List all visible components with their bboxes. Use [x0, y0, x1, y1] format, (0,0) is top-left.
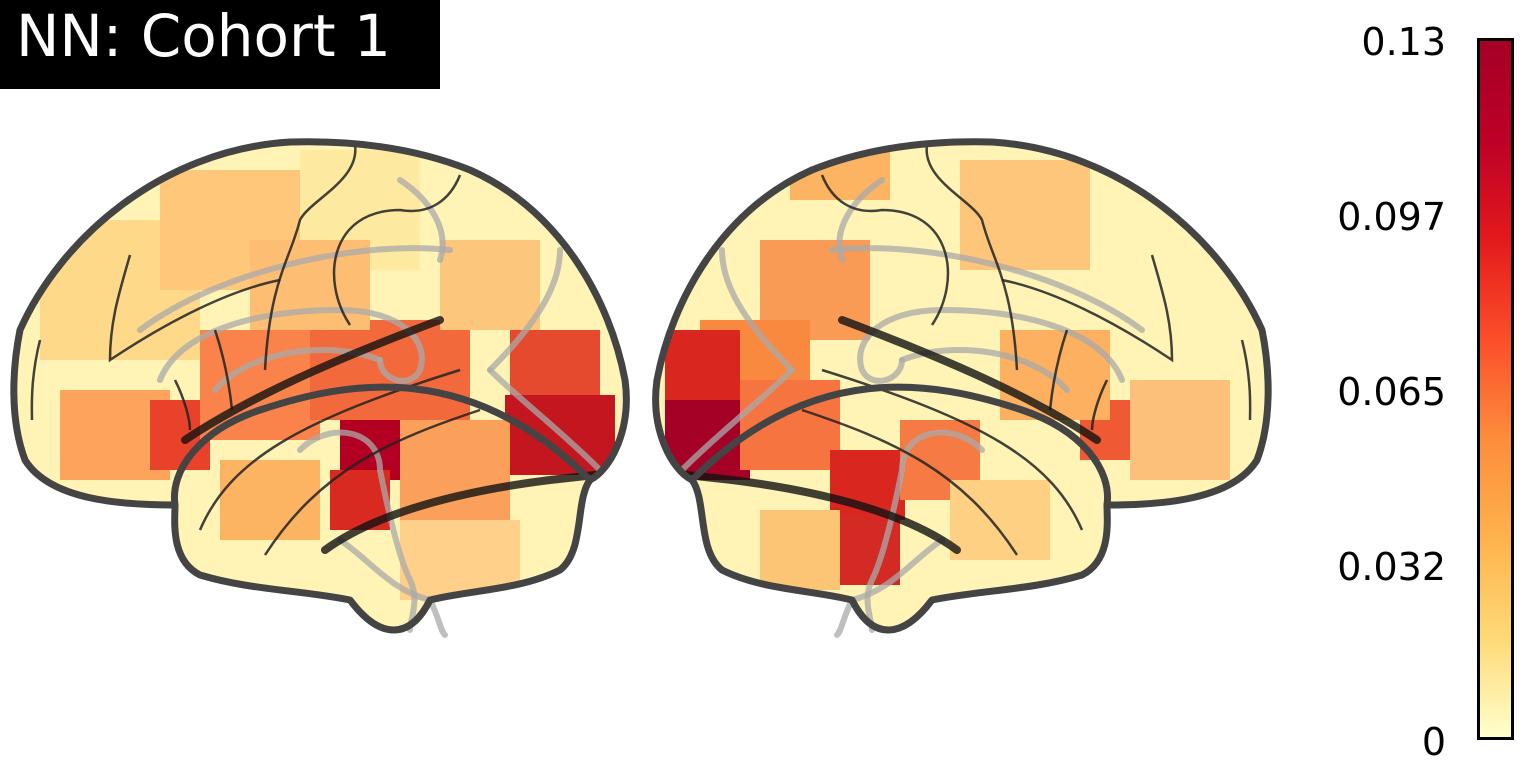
colorbar-tick-min: 0	[1421, 720, 1446, 764]
colorbar-tick-2: 0.097	[1337, 195, 1446, 239]
glass-brain-views	[10, 138, 1272, 638]
left-brain-outline	[10, 138, 630, 634]
colorbar	[1477, 38, 1514, 740]
left-sylvian-fissure	[181, 316, 599, 554]
plot-title: NN: Cohort 1	[16, 2, 391, 70]
right-brain-outline	[652, 138, 1272, 634]
right-sulci	[801, 144, 1252, 556]
left-lateral-view	[10, 138, 630, 638]
left-temporal-outline	[170, 383, 593, 506]
right-lateral-view	[652, 138, 1272, 638]
colorbar-tick-4: 0.032	[1337, 545, 1446, 589]
right-activation-map	[655, 141, 1269, 630]
colorbar-tick-max: 0.13	[1361, 20, 1446, 64]
title-banner: NN: Cohort 1	[0, 0, 440, 89]
right-temporal-outline	[689, 383, 1112, 506]
right-sylvian-fissure	[683, 316, 1101, 554]
colorbar-tick-3: 0.065	[1337, 370, 1446, 414]
left-activation-map	[13, 141, 627, 630]
